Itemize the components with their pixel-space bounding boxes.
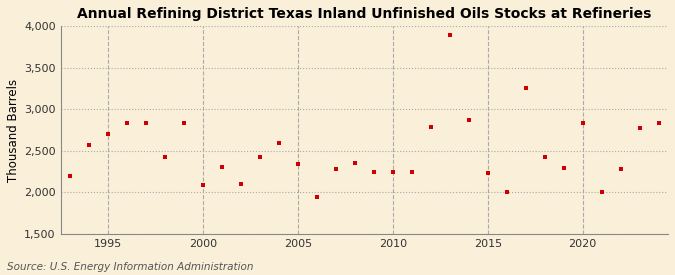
Point [520,86,531,90]
Point [292,162,303,166]
Point [103,132,113,136]
Point [483,171,493,175]
Point [502,189,512,194]
Point [596,190,607,195]
Point [198,183,209,187]
Point [634,125,645,130]
Point [236,182,246,186]
Point [369,169,379,174]
Point [311,195,322,200]
Point [387,170,398,175]
Point [406,169,417,174]
Point [577,120,588,125]
Point [217,164,227,169]
Point [463,118,474,122]
Title: Annual Refining District Texas Inland Unfinished Oils Stocks at Refineries: Annual Refining District Texas Inland Un… [77,7,651,21]
Point [140,121,151,126]
Y-axis label: Thousand Barrels: Thousand Barrels [7,79,20,182]
Point [653,120,664,125]
Point [444,33,455,38]
Point [65,174,76,178]
Point [179,120,190,125]
Point [539,155,550,159]
Point [254,155,265,159]
Point [331,167,342,171]
Point [84,143,95,147]
Point [159,155,170,159]
Point [122,120,132,125]
Point [350,160,360,165]
Point [273,140,284,145]
Point [425,125,436,129]
Point [615,167,626,171]
Point [558,166,569,170]
Text: Source: U.S. Energy Information Administration: Source: U.S. Energy Information Administ… [7,262,253,272]
